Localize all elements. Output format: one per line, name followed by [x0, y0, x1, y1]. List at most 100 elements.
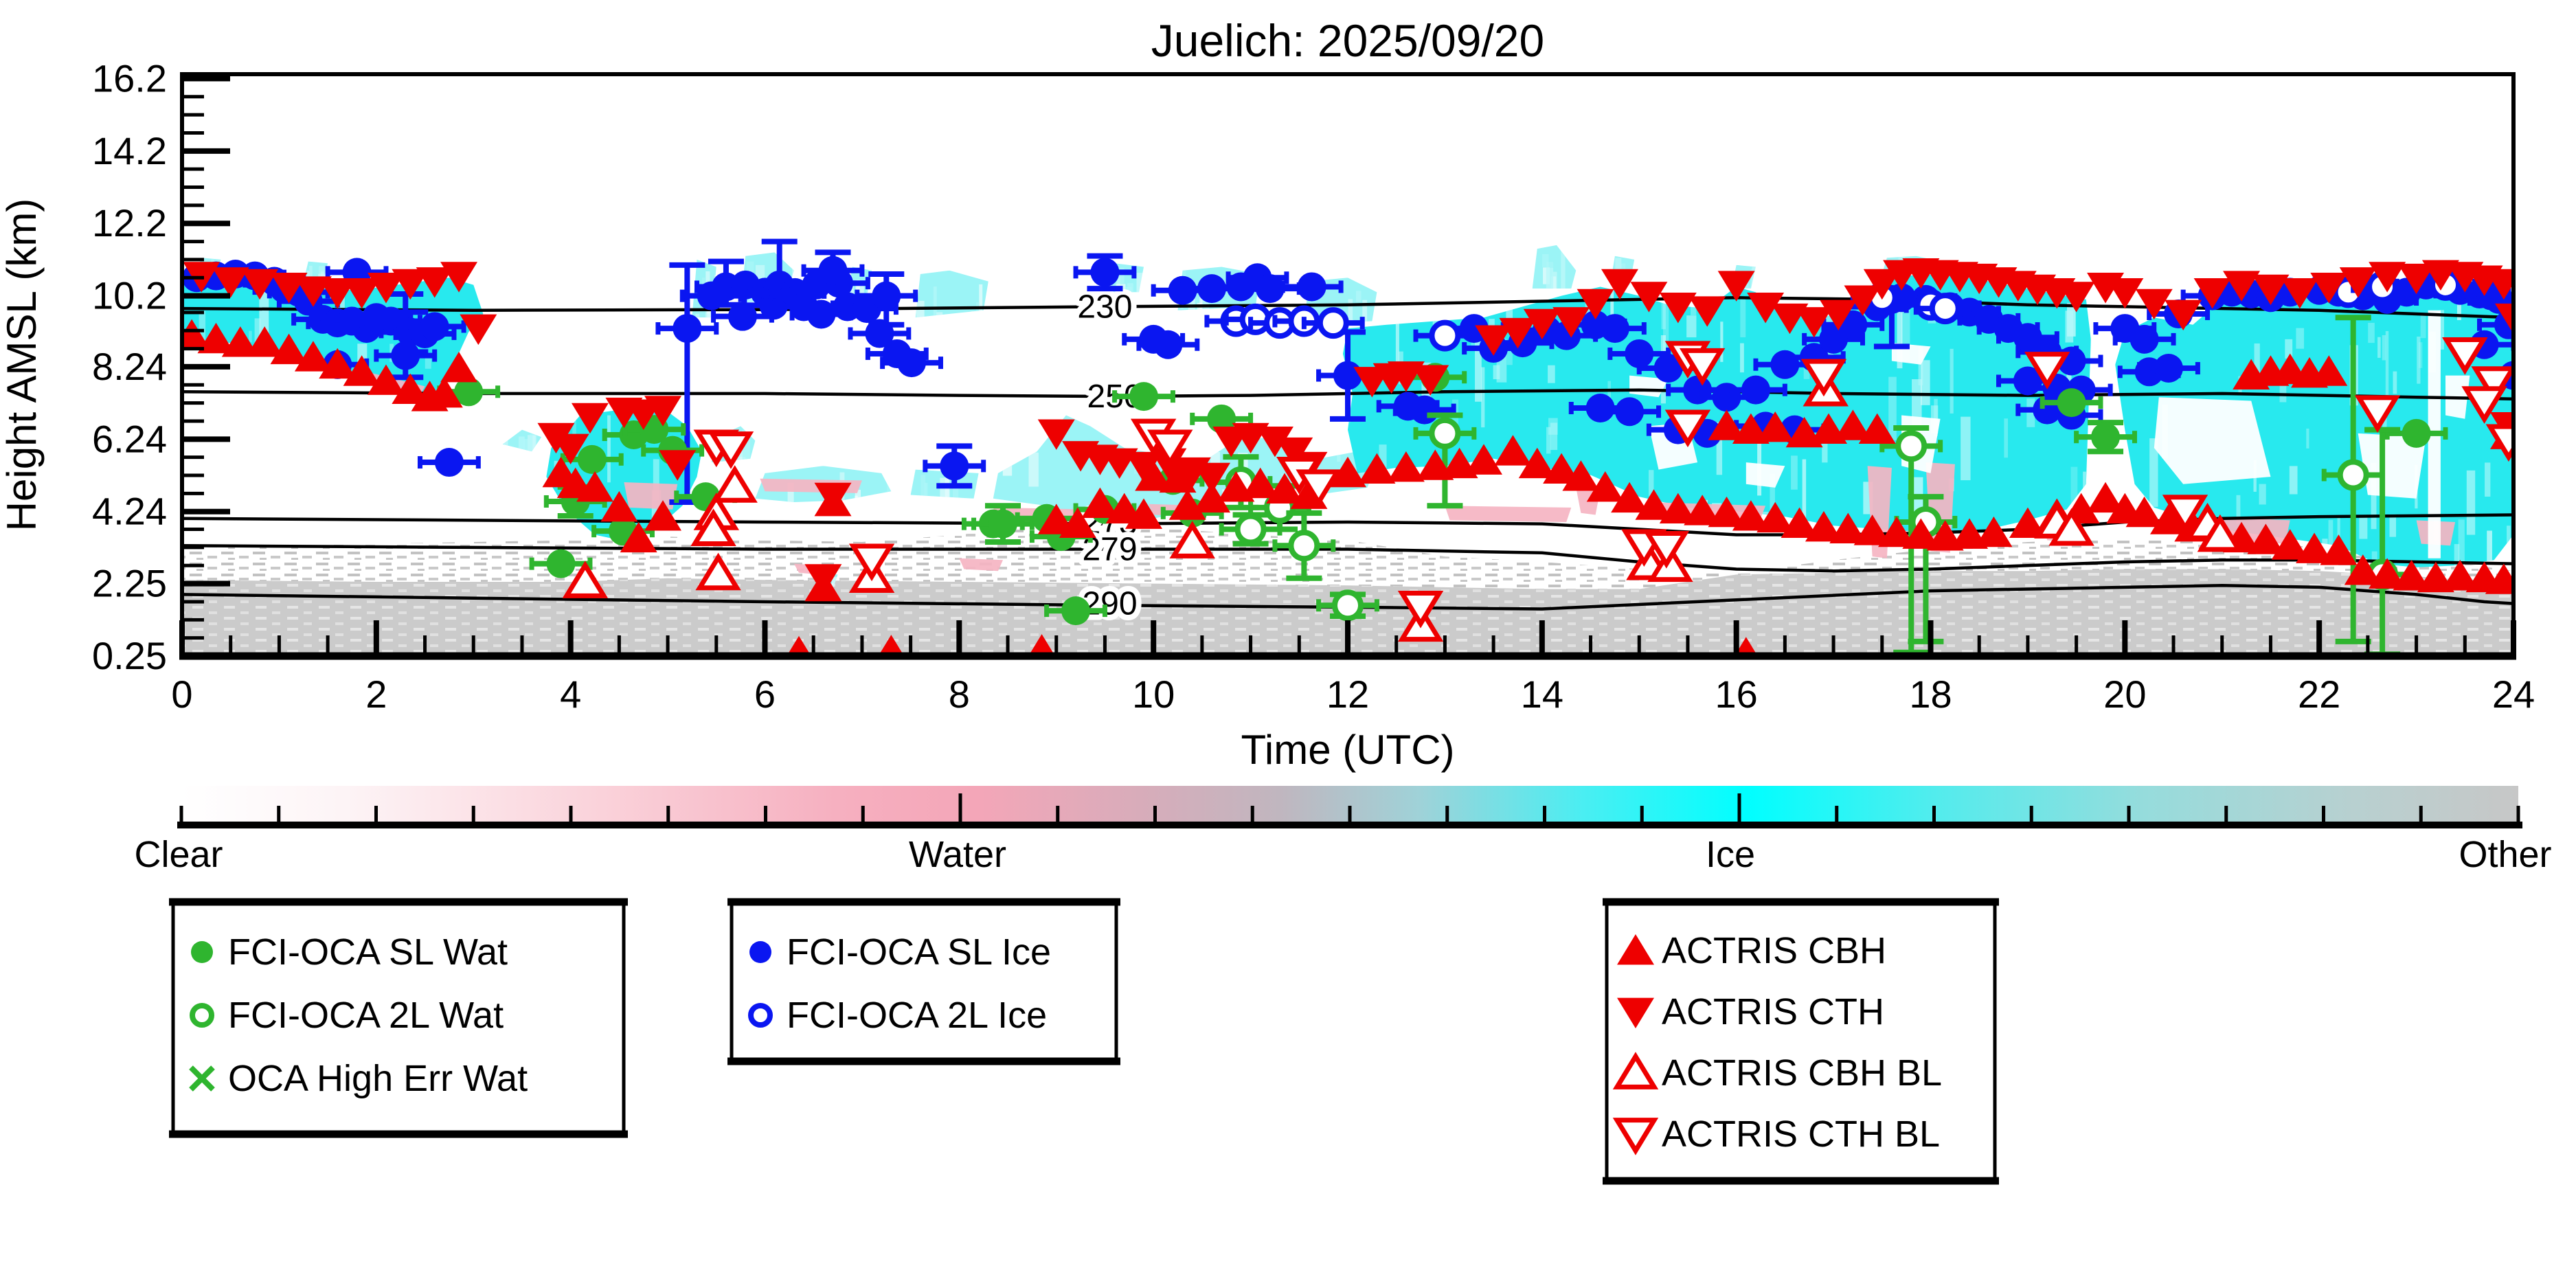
actris-cbh-bl-point [562, 561, 609, 598]
ice-texture-streak [1348, 299, 1353, 325]
legend-item-label: FCI-OCA SL Wat [228, 931, 508, 973]
ice-texture-streak [1127, 283, 1133, 293]
actris-cbh-point [1416, 449, 1454, 480]
legend-item-label: FCI-OCA 2L Ice [787, 995, 1047, 1036]
ice-texture-streak [2337, 517, 2340, 540]
ice-texture-streak [916, 300, 925, 318]
ice-texture-streak [1475, 336, 1482, 402]
legend-item-actris-cbh: ACTRIS CBH [1617, 930, 1886, 971]
marker [2442, 337, 2488, 375]
marker [2310, 355, 2348, 386]
marker [1732, 413, 1770, 444]
actris-cth-bl-point [2162, 495, 2208, 532]
actris-cth-point [1412, 365, 1449, 396]
ice-texture-streak [1791, 455, 1798, 490]
actris-cth-point [2135, 289, 2173, 320]
y-tick-label: 10.2 [92, 274, 167, 317]
ice-texture-streak [1506, 292, 1513, 330]
contour-line-279 [182, 544, 2513, 573]
marker [1834, 409, 1872, 440]
actris-cbh-point [1951, 518, 1989, 549]
marker [1475, 325, 1513, 356]
actris-cbh-point [1125, 498, 1163, 529]
marker [872, 281, 901, 310]
marker [2024, 352, 2070, 389]
ice-texture-streak [523, 439, 531, 452]
y-axis-label: Height AMSL (km) [0, 199, 45, 532]
marker [1926, 520, 1964, 551]
marker [1234, 513, 1267, 545]
ice-texture-streak [1610, 280, 1614, 324]
ice-texture-streak [2389, 514, 2397, 537]
x-tick-label: 10 [1132, 673, 1175, 716]
ice-texture-streak [1355, 291, 1362, 302]
ice-texture-streak [1481, 367, 1485, 428]
axes: 0 2 4 6 8 10 12 14 16 18 20 22 240.252.254.246.248.2… [92, 56, 2535, 716]
actris-cbh-point [2344, 554, 2382, 585]
marker [191, 941, 213, 963]
ice-texture-streak [1663, 279, 1669, 352]
actris-cth-point [2421, 260, 2459, 291]
fci-oca-sl-ice-point [1136, 330, 1200, 359]
series-actris-cbh [182, 319, 2513, 656]
marker [1756, 411, 1794, 442]
actris-cth-point [367, 273, 405, 304]
actris-cth-point [2397, 263, 2435, 295]
actris-cth-bl-point [1146, 429, 1193, 468]
ice-texture-streak [1116, 267, 1125, 284]
ice-texture-streak [1395, 523, 1403, 533]
marker [1059, 507, 1096, 539]
actris-cbh-point [1878, 516, 1916, 547]
marker [391, 341, 420, 370]
actris-cbh-point [1562, 460, 1600, 491]
legend-item-actris-cth-bl: ACTRIS CTH BL [1612, 1114, 1940, 1155]
actris-cth-point [1659, 293, 1697, 324]
marker [319, 348, 357, 379]
marker [1829, 512, 1867, 543]
ice-texture-streak [2439, 310, 2444, 350]
series-actris-cth [183, 258, 2513, 595]
ice-texture-streak [1648, 470, 1654, 497]
marker [1193, 462, 1231, 494]
marker [1061, 596, 1091, 626]
x-tick-label: 14 [1521, 673, 1563, 716]
ice-texture-streak [982, 314, 988, 318]
actris-cbh-point [246, 326, 284, 357]
marker [1129, 382, 1159, 411]
marker [2223, 271, 2261, 302]
marker [2397, 263, 2435, 295]
actris-cbh-point [1734, 637, 1758, 656]
actris-cbh-bl-point [712, 465, 758, 503]
actris-cth-point [1863, 269, 1901, 300]
marker [2252, 274, 2290, 306]
water-cloud-region [624, 482, 678, 510]
marker [2354, 395, 2401, 433]
fci-oca-sl-wat-point [2384, 418, 2448, 448]
ice-texture-streak [504, 435, 508, 452]
actris-cth-bl-point [1643, 531, 1690, 569]
actris-cbh-point [1494, 435, 1532, 466]
colorbar-ticks [179, 793, 2520, 824]
marker [1781, 507, 1818, 539]
x-tick-label: 2 [365, 673, 387, 716]
ice-texture-streak [1550, 422, 1558, 451]
marker [1429, 319, 1461, 352]
fci-oca-sl-ice-point [417, 448, 481, 477]
actris-cth-point [1499, 317, 1537, 349]
marker [2337, 459, 2369, 491]
legend-item-label: ACTRIS CTH BL [1662, 1114, 1940, 1155]
ice-texture-streak [742, 429, 750, 460]
marker [392, 269, 429, 300]
legend-item-label: FCI-OCA SL Ice [787, 931, 1051, 973]
actris-cbh-point [1975, 516, 2013, 547]
actris-cth-point [804, 564, 842, 595]
actris-cbh-point [1756, 501, 1794, 533]
marker [343, 355, 381, 386]
actris-cbh-point [1059, 507, 1096, 539]
ice-cloud-region [915, 270, 988, 318]
x-axis-label: Time (UTC) [1241, 727, 1454, 773]
ice-texture-streak [2254, 343, 2260, 380]
ice-texture-streak [2289, 466, 2298, 495]
actris-cth-point [2057, 282, 2095, 313]
actris-cbh-point [878, 635, 905, 656]
